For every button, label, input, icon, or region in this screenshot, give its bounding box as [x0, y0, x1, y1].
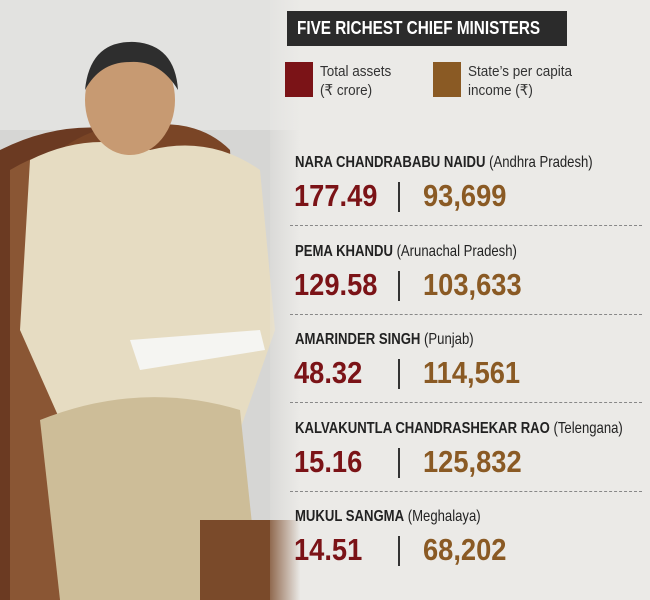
legend-swatch — [433, 62, 461, 97]
legend-label: (₹ crore) — [320, 82, 373, 99]
minister-name-line: PEMA KHANDU (Arunachal Pradesh) — [295, 243, 517, 261]
separator — [398, 447, 400, 478]
separator — [398, 536, 400, 566]
minister-name-line: NARA CHANDRABABU NAIDU (Andhra Pradesh) — [295, 154, 593, 172]
legend-swatch — [285, 62, 313, 97]
minister-name: PEMA KHANDU — [295, 242, 393, 260]
minister-name: NARA CHANDRABABU NAIDU — [295, 154, 486, 171]
total-assets: 48.32 — [294, 355, 363, 390]
divider — [290, 313, 642, 315]
info-panel — [270, 0, 650, 600]
legend-label: Total assets — [320, 63, 392, 80]
total-assets: 14.51 — [294, 532, 363, 567]
per-capita-income: 68,202 — [423, 532, 507, 567]
separator — [398, 270, 400, 301]
per-capita-income: 114,561 — [423, 355, 521, 390]
minister-name: KALVAKUNTLA CHANDRASHEKAR RAO — [295, 419, 550, 437]
total-assets: 129.58 — [294, 266, 378, 302]
divider — [290, 402, 642, 403]
per-capita-income: 93,699 — [423, 178, 507, 213]
minister-name: MUKUL SANGMA — [295, 508, 405, 525]
minister-name-line: KALVAKUNTLA CHANDRASHEKAR RAO (Telengana… — [295, 420, 623, 438]
separator — [398, 182, 400, 212]
legend-label: State’s per capita — [468, 63, 573, 80]
state: (Arunachal Pradesh) — [396, 242, 517, 260]
total-assets: 15.16 — [294, 443, 363, 479]
total-assets: 177.49 — [294, 178, 378, 213]
separator — [398, 359, 400, 389]
photo — [0, 0, 300, 600]
title-bar: FIVE RICHEST CHIEF MINISTERS — [287, 11, 567, 46]
legend-label: income (₹) — [468, 82, 533, 99]
title: FIVE RICHEST CHIEF MINISTERS — [297, 18, 541, 38]
minister-name: AMARINDER SINGH — [295, 331, 421, 348]
state: (Andhra Pradesh) — [489, 154, 593, 171]
minister-name-line: AMARINDER SINGH (Punjab) — [295, 331, 474, 349]
divider — [290, 490, 642, 492]
per-capita-income: 125,832 — [423, 443, 522, 479]
state: (Punjab) — [424, 331, 474, 348]
divider — [290, 225, 642, 226]
state: (Meghalaya) — [407, 508, 481, 525]
minister-name-line: MUKUL SANGMA (Meghalaya) — [295, 508, 481, 526]
state: (Telengana) — [553, 419, 623, 437]
per-capita-income: 103,633 — [423, 266, 522, 302]
